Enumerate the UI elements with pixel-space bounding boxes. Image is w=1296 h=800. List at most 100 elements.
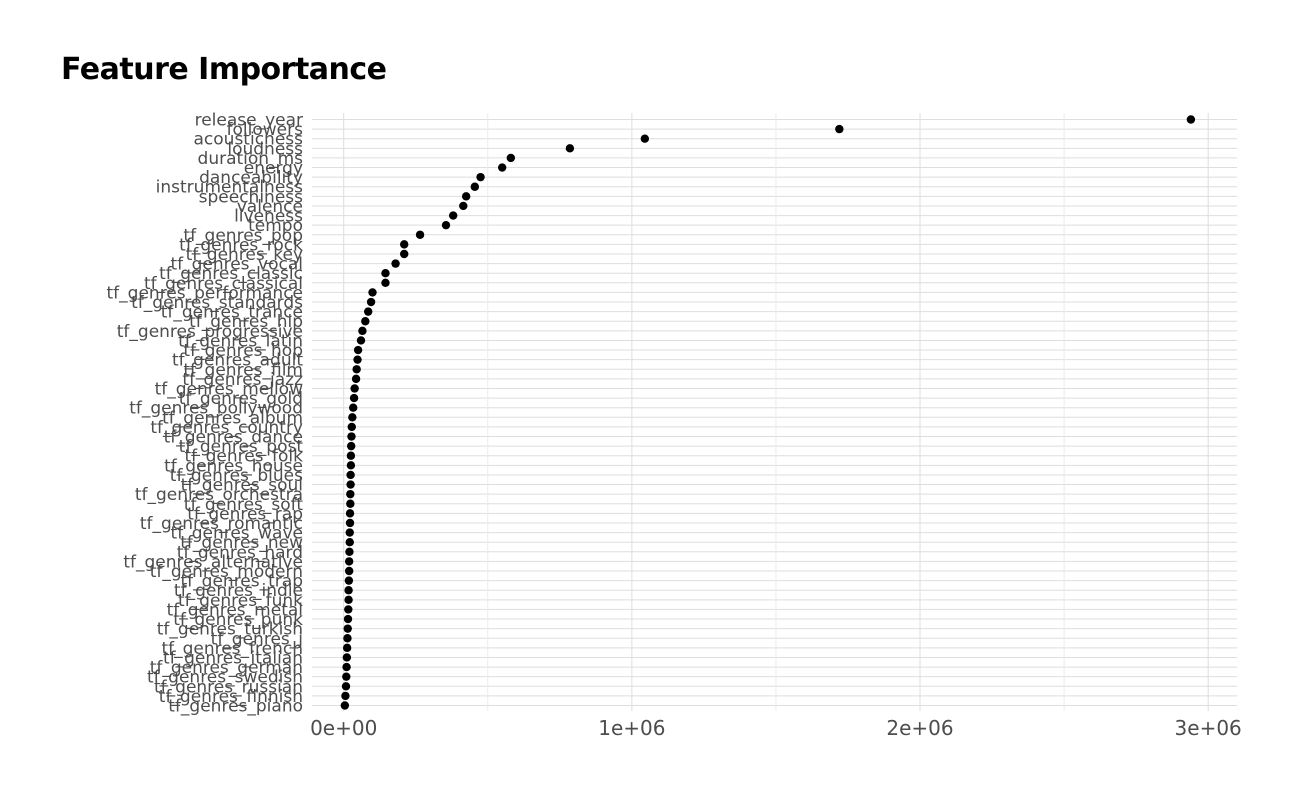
y-tick-label: energy [244,159,303,179]
data-point [350,384,359,393]
data-point [381,269,390,278]
data-point [345,537,354,547]
y-tick-label: loudness [227,139,303,159]
y-tick-label: tf_genres_trap [181,572,303,592]
y-tick-label: tf_genres_wave [171,524,303,544]
y-tick-label: tf_genres_pop [183,226,303,246]
data-point [497,163,507,172]
y-tick-label: tf_genres_indie [174,581,303,601]
data-point [349,393,359,403]
data-point [342,643,352,653]
data-point [476,172,485,182]
y-tick-label: tf_genres_orchestra [135,485,303,505]
y-tick-label: tf_genres_trance [161,303,303,323]
y-tick-label: tf_genres_classic [159,264,303,284]
y-tick-label: tf_genres_vocal [170,255,303,275]
y-tick-label: tf_genres_jazz [182,370,303,390]
y-tick-label: tf_genres_modern [150,562,303,582]
data-point [640,134,650,143]
data-point [346,451,356,460]
data-point [368,288,377,297]
y-tick-label: speechiness [199,187,304,207]
data-point [351,374,361,384]
data-point [835,124,844,134]
data-point [358,326,367,336]
y-tick-label: tf_genres_hard [177,543,303,563]
y-tick-label: tf_genres_dance [164,428,303,448]
y-tick-label: tf_genres_punk [173,610,303,630]
data-point [565,144,575,153]
y-tick-label: tf_genres_soul [181,476,303,496]
y-tick-label: liveness [234,207,303,227]
chart-title: Feature Importance [61,52,387,87]
data-point [344,557,354,566]
data-point [400,249,409,259]
data-point [470,182,480,191]
data-point [352,365,361,374]
y-tick-label: tf_genres_album [162,408,303,428]
y-tick-label: tf_genres_new [180,533,303,553]
data-point [448,211,458,220]
y-tick-label: tf_genres_blues [170,466,303,486]
y-tick-label: tf_genres_classical [144,274,303,294]
y-tick-label: followers [227,120,304,140]
y-tick-label: tf_genres_alternative [123,552,303,572]
y-tick-label: release_year [195,111,303,131]
data-point [342,662,351,672]
data-point [342,653,352,662]
y-tick-label: tf_genres_folk [184,447,303,467]
data-point [356,336,366,345]
y-tick-label: tf_genres_turkish [157,620,303,640]
y-tick-label: tf_genres_standards [131,293,303,313]
data-point [344,576,354,585]
y-tick-label: duration_ms [198,149,304,169]
y-tick-label: tf_genres_russian [154,677,303,697]
x-tick-label: 3e+06 [1175,716,1242,740]
data-point [391,259,400,268]
data-point [461,192,471,201]
data-point [341,691,350,701]
data-point [348,413,357,422]
y-tick-label: danceability [199,168,303,188]
y-tick-label: tf_genres_hip [189,312,303,332]
data-point [346,480,355,489]
data-point [345,518,355,528]
y-tick-label: tf_genres_french [161,639,303,659]
data-point [381,278,390,288]
data-point [343,634,352,643]
data-point [344,605,353,614]
data-point [346,441,356,451]
y-tick-label: tf_genres_adult [172,351,303,371]
y-tick-label: tf_genres_mellow [155,379,303,399]
y-tick-label: tf_genres_hop [183,341,303,361]
data-point [344,595,353,605]
data-point [345,509,355,518]
data-point [363,307,373,316]
y-tick-label: tf_genres_progressive [117,322,303,342]
data-point [361,317,370,326]
y-tick-label: tf_genres_swedish [147,668,303,688]
data-point [506,153,516,163]
data-point [353,345,363,355]
data-point [347,432,356,441]
y-tick-label: tf_genres_soft [184,495,304,515]
data-point [346,499,355,508]
data-point [344,566,354,576]
y-tick-label: tf_genres_house [164,456,303,476]
data-point [340,701,350,710]
data-point [343,624,352,633]
data-point [366,297,376,307]
data-point [341,682,351,691]
y-tick-label: acousticness [194,130,304,150]
y-tick-label: tf_genres_performance [107,283,303,303]
y-tick-label: tf_genres_rock [179,235,303,255]
y-tick-label: tf_genres_german [150,658,303,678]
y-tick-label: tf_genres_key [186,245,303,265]
data-point [345,547,354,556]
data-point [1186,115,1196,124]
y-tick-label: tf_genres_bollywood [129,399,303,419]
data-point [346,470,355,480]
data-point [344,586,353,595]
y-tick-label: tf_genres_film [183,360,303,380]
